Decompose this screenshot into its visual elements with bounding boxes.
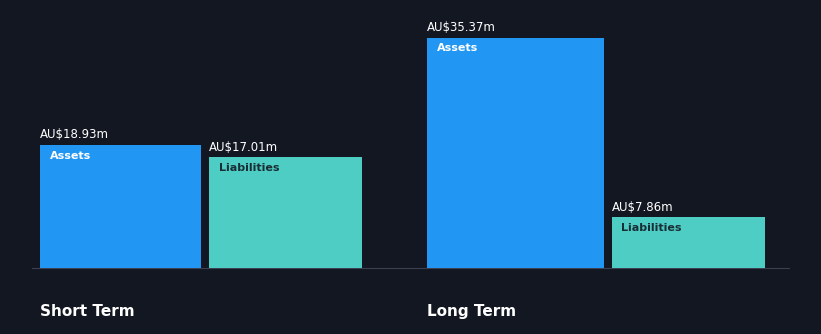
Bar <box>612 217 764 269</box>
Text: AU$35.37m: AU$35.37m <box>427 21 495 34</box>
Bar <box>209 157 362 269</box>
Text: Liabilities: Liabilities <box>218 163 279 173</box>
Text: Assets: Assets <box>50 151 91 161</box>
Text: AU$18.93m: AU$18.93m <box>40 129 109 142</box>
Bar <box>40 145 201 269</box>
Text: Long Term: Long Term <box>427 304 516 319</box>
Bar <box>427 38 603 269</box>
Text: AU$7.86m: AU$7.86m <box>612 201 673 214</box>
Text: Assets: Assets <box>438 43 479 53</box>
Text: Liabilities: Liabilities <box>621 223 681 233</box>
Text: Short Term: Short Term <box>40 304 135 319</box>
Text: AU$17.01m: AU$17.01m <box>209 141 278 154</box>
